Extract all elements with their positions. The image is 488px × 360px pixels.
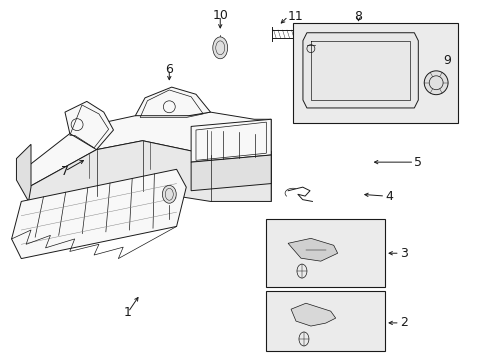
Bar [266, 291, 385, 351]
Polygon shape [135, 87, 210, 116]
Text: 6: 6 [165, 63, 173, 76]
Bar [292, 23, 457, 123]
Bar [266, 219, 385, 287]
Polygon shape [12, 169, 186, 258]
Polygon shape [28, 112, 271, 187]
Text: 7: 7 [61, 165, 69, 177]
Polygon shape [287, 238, 337, 261]
Polygon shape [191, 155, 271, 191]
Text: 2: 2 [399, 316, 407, 329]
Text: 1: 1 [124, 306, 132, 319]
Circle shape [424, 71, 447, 95]
Polygon shape [191, 119, 271, 162]
Text: 11: 11 [287, 10, 304, 23]
Ellipse shape [212, 37, 227, 59]
Ellipse shape [162, 185, 176, 203]
Text: 4: 4 [385, 190, 392, 203]
Polygon shape [28, 141, 271, 230]
Text: 10: 10 [212, 9, 228, 22]
Text: 3: 3 [399, 247, 407, 260]
Polygon shape [65, 102, 113, 150]
Text: 5: 5 [413, 156, 422, 168]
Polygon shape [17, 144, 31, 202]
Polygon shape [303, 33, 417, 108]
Polygon shape [290, 303, 335, 326]
Text: 8: 8 [354, 10, 362, 23]
Text: 9: 9 [443, 54, 450, 67]
